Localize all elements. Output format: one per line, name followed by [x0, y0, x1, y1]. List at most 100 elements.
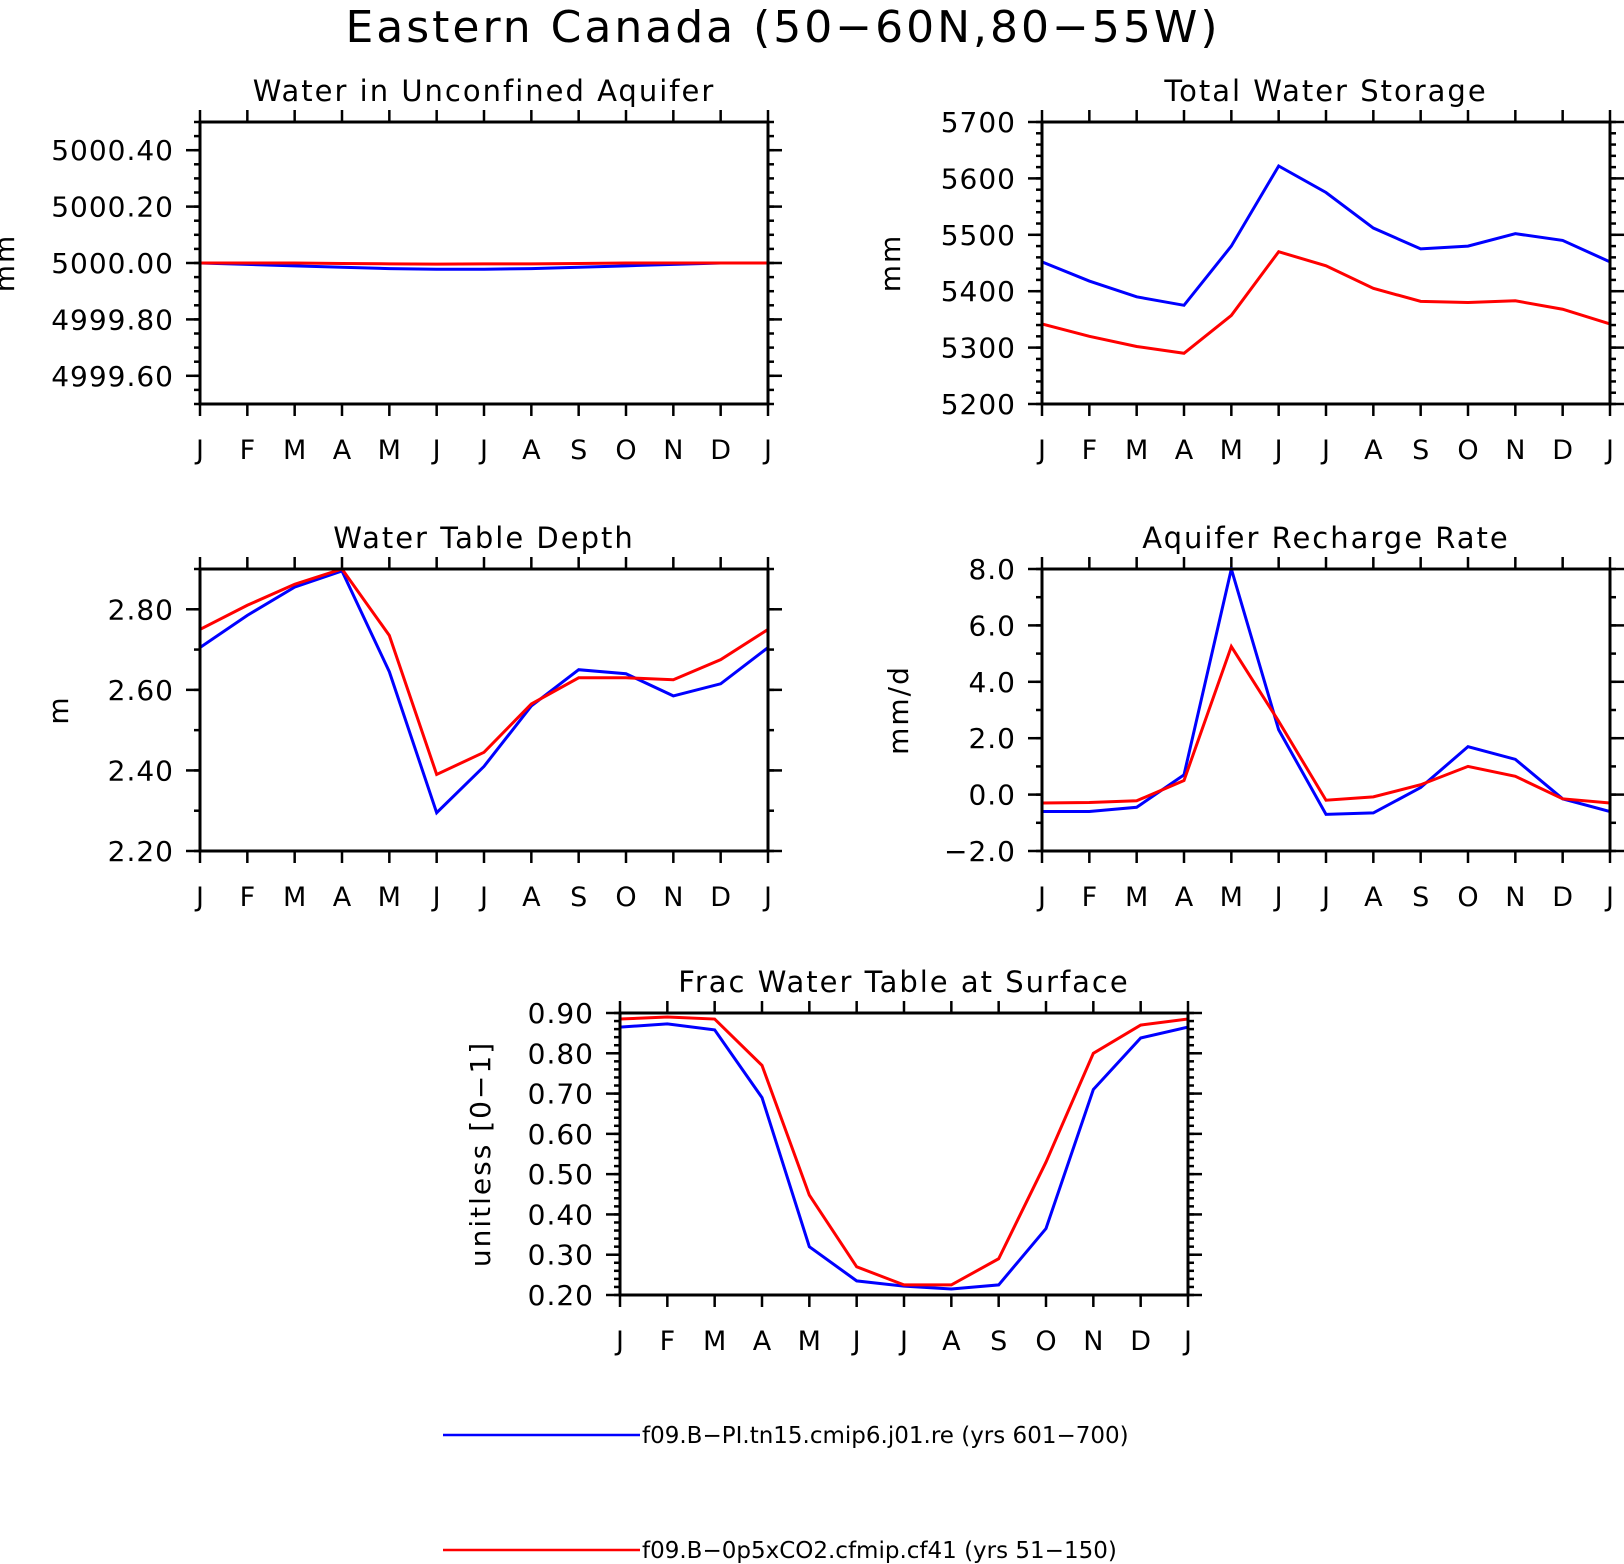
x-tick-label: J [478, 882, 488, 913]
y-tick-label: 4999.60 [51, 360, 174, 393]
x-tick-label: N [663, 435, 683, 466]
y-tick-label: 5200 [941, 388, 1016, 421]
y-axis-label: m [42, 695, 75, 724]
x-tick-label: J [1320, 435, 1330, 466]
x-tick-label: S [570, 882, 587, 913]
panel-frac-water-table-at-surface: Frac Water Table at Surface unitless [0−1… [464, 965, 1202, 1357]
y-tick-label: 5700 [941, 106, 1016, 139]
x-tick-label: D [1552, 435, 1573, 466]
panel-title: Total Water Storage [1163, 74, 1487, 108]
x-tick-label: M [1125, 882, 1148, 913]
x-tick-label: F [660, 1326, 676, 1357]
x-tick-label: A [333, 435, 352, 466]
x-tick-label: J [1320, 882, 1330, 913]
x-tick-label: A [942, 1326, 961, 1357]
plot-frame [1040, 567, 1612, 853]
x-tick-label: D [1552, 882, 1573, 913]
x-tick-label: S [990, 1326, 1007, 1357]
x-tick-label: J [1182, 1326, 1192, 1357]
x-tick-label: J [431, 882, 441, 913]
x-tick-label: F [240, 435, 256, 466]
series-line-0p5xco2 [1042, 249, 1610, 355]
series-line-pi-control [620, 1022, 1188, 1291]
x-tick-label: J [1273, 435, 1283, 466]
y-tick-label: 0.90 [528, 997, 594, 1030]
x-tick-label: M [798, 1326, 821, 1357]
plot-frame [198, 120, 770, 406]
x-tick-label: A [1175, 882, 1194, 913]
y-tick-label: 0.30 [528, 1239, 594, 1272]
y-axis-label: unitless [0−1] [464, 1041, 497, 1267]
x-tick-label: N [663, 882, 683, 913]
y-tick-label: 2.40 [108, 754, 174, 787]
y-tick-label: 0.20 [528, 1279, 594, 1312]
x-tick-label: J [762, 882, 772, 913]
y-tick-label: 4.0 [968, 666, 1016, 699]
x-tick-label: J [1604, 435, 1614, 466]
plot-frame [618, 1011, 1190, 1297]
x-tick-label: O [1457, 882, 1478, 913]
y-tick-label: 5500 [941, 219, 1016, 252]
y-tick-label: 2.0 [968, 722, 1016, 755]
legend-label-series-a: f09.B−PI.tn15.cmip6.j01.re (yrs 601−700) [642, 1423, 1129, 1449]
x-tick-label: M [283, 435, 306, 466]
y-tick-label: 2.20 [108, 835, 174, 868]
y-axis-label: mm [874, 234, 907, 293]
y-tick-label: 5300 [941, 332, 1016, 365]
y-axis-label: mm/d [882, 665, 915, 755]
y-tick-label: −2.0 [944, 835, 1016, 868]
x-tick-label: M [378, 882, 401, 913]
plot-frame [1040, 120, 1612, 406]
series-line-pi-control [200, 569, 768, 816]
x-tick-label: A [1364, 882, 1383, 913]
y-tick-label: 5400 [941, 275, 1016, 308]
x-tick-label: D [710, 435, 731, 466]
y-tick-label: 0.80 [528, 1037, 594, 1070]
y-tick-label: 2.60 [108, 674, 174, 707]
y-tick-label: 0.70 [528, 1078, 594, 1111]
plot-frame [198, 567, 770, 853]
x-tick-label: M [283, 882, 306, 913]
y-tick-label: 6.0 [968, 609, 1016, 642]
panel-title: Frac Water Table at Surface [678, 965, 1129, 999]
x-tick-label: S [1412, 882, 1429, 913]
x-tick-label: N [1505, 435, 1525, 466]
y-tick-label: 5000.40 [51, 134, 174, 167]
x-tick-label: S [1412, 435, 1429, 466]
x-tick-label: O [1035, 1326, 1056, 1357]
y-tick-label: 0.40 [528, 1198, 594, 1231]
panel-title: Aquifer Recharge Rate [1142, 521, 1510, 555]
figure-title: Eastern Canada (50−60N,80−55W) [345, 2, 1220, 53]
x-tick-label: A [1364, 435, 1383, 466]
x-tick-label: A [522, 882, 541, 913]
x-tick-label: J [194, 882, 204, 913]
x-tick-label: O [615, 435, 636, 466]
x-tick-label: M [378, 435, 401, 466]
x-tick-label: J [478, 435, 488, 466]
x-tick-label: S [570, 435, 587, 466]
x-tick-label: M [1125, 435, 1148, 466]
x-tick-label: J [1036, 435, 1046, 466]
x-tick-label: J [762, 435, 772, 466]
y-axis-label: mm [0, 234, 21, 293]
x-tick-label: M [703, 1326, 726, 1357]
y-tick-label: 5000.00 [51, 247, 174, 280]
y-tick-label: 8.0 [968, 553, 1016, 586]
x-tick-label: J [851, 1326, 861, 1357]
series-line-0p5xco2 [620, 1015, 1188, 1287]
x-tick-label: O [615, 882, 636, 913]
x-tick-label: J [1273, 882, 1283, 913]
legend-label-series-b: f09.B−0p5xCO2.cfmip.cf41 (yrs 51−150) [642, 1538, 1117, 1564]
series-line-0p5xco2 [1042, 643, 1610, 805]
x-tick-label: J [194, 435, 204, 466]
x-tick-label: M [1220, 435, 1243, 466]
y-tick-label: 0.0 [968, 779, 1016, 812]
x-tick-label: A [1175, 435, 1194, 466]
x-tick-label: A [753, 1326, 772, 1357]
x-tick-label: J [1604, 882, 1614, 913]
x-tick-label: A [522, 435, 541, 466]
